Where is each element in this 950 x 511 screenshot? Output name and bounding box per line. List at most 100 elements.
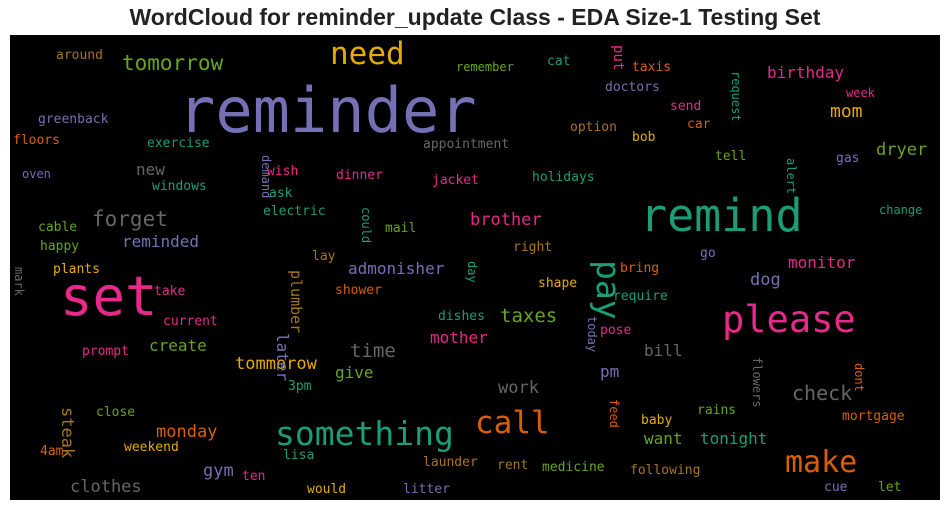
word-mom: mom [830, 101, 863, 122]
word-would: would [307, 482, 346, 497]
word-3pm: 3pm [288, 379, 312, 394]
word-lay: lay [312, 249, 336, 264]
chart-title: WordCloud for reminder_update Class - ED… [129, 4, 821, 30]
word-happy: happy [40, 239, 79, 254]
word-launder: launder [423, 455, 478, 470]
word-electric: electric [263, 204, 326, 219]
word-jacket: jacket [432, 173, 479, 188]
word-alert: alert [784, 158, 798, 194]
word-windows: windows [152, 179, 207, 194]
word-tonight: tonight [700, 429, 767, 448]
word-bring: bring [620, 261, 659, 276]
word-rent: rent [497, 458, 528, 473]
word-create: create [149, 336, 207, 355]
word-lisa: lisa [283, 448, 314, 463]
word-remember: remember [456, 60, 514, 74]
word-steak: steak [57, 407, 77, 458]
word-cue: cue [824, 480, 848, 495]
word-floors: floors [13, 133, 60, 148]
word-gas: gas [836, 151, 859, 166]
word-appointment: appointment [423, 137, 509, 152]
word-work: work [498, 378, 539, 398]
word-plumber: plumber [287, 270, 305, 333]
word-rains: rains [697, 403, 736, 418]
word-reminded: reminded [122, 232, 199, 251]
word-change: change [879, 203, 922, 217]
word-dog: dog [750, 270, 781, 290]
word-monday: monday [156, 422, 217, 442]
word-car: car [687, 117, 711, 132]
word-prompt: prompt [82, 344, 129, 359]
word-day: day [465, 261, 479, 283]
word-shape: shape [538, 276, 577, 291]
word-dinner: dinner [336, 168, 383, 183]
word-want: want [644, 429, 683, 448]
word-pose: pose [600, 323, 631, 338]
word-tommorow: tommorow [235, 354, 318, 374]
word-please: please [722, 298, 856, 341]
word-call: call [475, 405, 550, 441]
word-mortgage: mortgage [842, 409, 905, 424]
word-later: later [273, 333, 292, 382]
word-following: following [630, 463, 700, 478]
word-forget: forget [92, 207, 168, 231]
word-give: give [335, 363, 374, 382]
word-clothes: clothes [70, 477, 142, 497]
word-set: set [60, 265, 158, 328]
word-close: close [96, 405, 135, 420]
word-admonisher: admonisher [348, 259, 445, 278]
word-require: require [613, 289, 668, 304]
cloud-background [10, 35, 940, 500]
word-mail: mail [385, 221, 416, 236]
word-4am: 4am [40, 444, 64, 459]
word-pm: pm [600, 362, 619, 381]
word-plants: plants [53, 262, 100, 277]
word-cat: cat [547, 54, 570, 69]
word-holidays: holidays [532, 170, 595, 185]
word-wish: wish [267, 164, 298, 179]
word-current: current [163, 314, 218, 329]
word-something: something [275, 414, 454, 453]
word-make: make [785, 445, 857, 480]
word-taxes: taxes [500, 305, 557, 327]
word-time: time [350, 340, 396, 362]
word-put: put [610, 45, 626, 70]
word-birthday: birthday [767, 63, 844, 82]
word-request: request [729, 71, 743, 122]
word-reminder: reminder [178, 74, 477, 147]
word-tell: tell [715, 149, 746, 164]
word-send: send [670, 99, 701, 114]
word-cloud-area: reminder set remind please something make call… [10, 35, 940, 500]
word-bob: bob [632, 130, 656, 145]
word-mark: mark [12, 267, 26, 297]
word-need: need [330, 36, 405, 72]
word-remind: remind [640, 189, 803, 242]
word-ask: ask [269, 186, 293, 201]
word-feed: feed [607, 399, 621, 428]
word-brother: brother [470, 210, 542, 230]
word-right: right [513, 240, 552, 255]
word-gym: gym [203, 461, 234, 481]
word-take: take [154, 284, 185, 299]
word-demand: demand [259, 155, 273, 198]
word-option: option [570, 120, 617, 135]
word-tomorrow: tomorrow [122, 51, 224, 75]
word-monitor: monitor [788, 253, 856, 272]
word-mother: mother [430, 328, 488, 347]
word-could: could [359, 207, 373, 243]
word-new: new [136, 160, 165, 179]
word-check: check [792, 381, 852, 405]
word-weekend: weekend [124, 440, 179, 455]
word-medicine: medicine [542, 460, 605, 475]
word-greenback: greenback [38, 112, 109, 127]
word-dryer: dryer [876, 140, 927, 160]
word-exercise: exercise [147, 136, 210, 151]
word-oven: oven [22, 167, 51, 181]
word-let: let [878, 480, 901, 495]
word-taxis: taxis [632, 60, 671, 75]
word-dont: dont [852, 363, 866, 392]
word-flowers: flowers [750, 357, 764, 408]
word-bill: bill [644, 341, 683, 360]
word-shower: shower [335, 283, 382, 298]
word-go: go [700, 246, 716, 261]
